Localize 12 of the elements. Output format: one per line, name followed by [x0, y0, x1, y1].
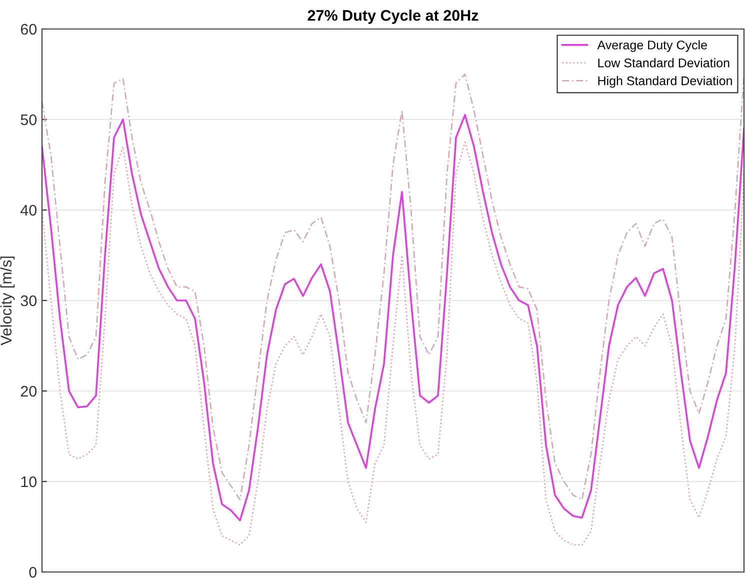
legend-label: High Standard Deviation	[598, 76, 732, 88]
y-tick-label: 50	[20, 114, 37, 126]
legend-label: Low Standard Deviation	[598, 58, 730, 68]
y-tick-label: 20	[20, 386, 37, 397]
y-axis-title: Velocity [m/s]	[0, 256, 15, 346]
y-tick-label: 40	[20, 204, 37, 216]
y-tick-label: 0	[29, 566, 37, 578]
y-tick-label: 10	[21, 476, 37, 488]
legend-label: Average Duty Cycle	[597, 40, 707, 52]
y-tick-label: 30	[20, 295, 37, 306]
y-tick-label: 60	[20, 24, 37, 35]
chart-title: 27% Duty Cycle at 20Hz	[308, 10, 478, 24]
